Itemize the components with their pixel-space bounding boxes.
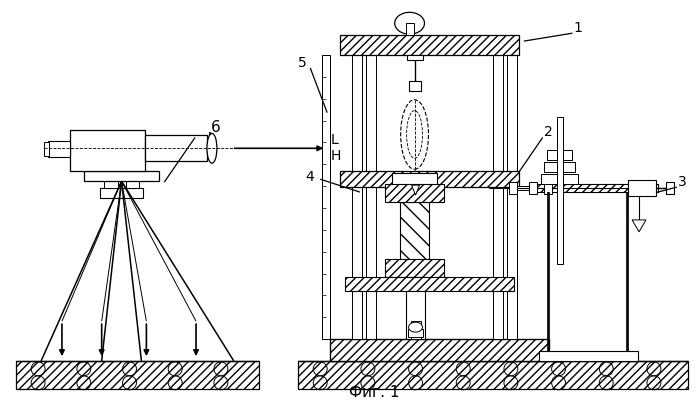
Bar — [410, 321, 421, 339]
Bar — [541, 174, 579, 184]
Bar — [547, 150, 572, 160]
Bar — [666, 182, 674, 194]
Text: 4: 4 — [305, 170, 314, 184]
Text: 1: 1 — [573, 21, 582, 35]
Bar — [528, 184, 658, 192]
Bar — [384, 259, 445, 276]
Bar — [126, 181, 139, 188]
Bar — [366, 55, 376, 339]
Bar — [539, 351, 638, 361]
Bar — [44, 143, 49, 156]
Bar — [48, 141, 70, 157]
Bar — [391, 173, 438, 185]
Bar — [405, 23, 414, 35]
Bar — [298, 361, 688, 389]
Bar — [493, 55, 503, 339]
Text: L: L — [331, 133, 339, 147]
Bar — [509, 186, 528, 190]
Text: 6: 6 — [211, 120, 221, 135]
Bar — [340, 171, 519, 187]
Bar — [409, 81, 421, 91]
Bar — [384, 184, 445, 202]
Bar — [322, 55, 330, 339]
Text: Фиг. 1: Фиг. 1 — [349, 385, 400, 400]
Bar — [340, 35, 519, 55]
Bar — [556, 117, 563, 264]
Ellipse shape — [401, 100, 428, 169]
Bar — [507, 55, 517, 339]
Polygon shape — [632, 220, 646, 232]
Bar — [352, 55, 362, 339]
Text: H: H — [331, 149, 342, 163]
Bar — [70, 129, 145, 171]
Ellipse shape — [395, 12, 424, 34]
Text: 5: 5 — [298, 56, 307, 70]
Ellipse shape — [207, 133, 217, 163]
Bar — [100, 188, 143, 198]
Text: 3: 3 — [678, 175, 686, 189]
Bar — [330, 339, 549, 361]
Bar — [103, 181, 117, 188]
Text: 2: 2 — [544, 126, 552, 140]
Bar — [84, 171, 159, 181]
Bar — [544, 182, 552, 194]
Bar — [628, 180, 656, 196]
Bar — [145, 136, 207, 161]
Bar — [544, 162, 575, 172]
Bar — [345, 276, 514, 291]
Bar — [407, 55, 422, 60]
Ellipse shape — [409, 322, 422, 332]
Bar — [16, 361, 259, 389]
Bar — [400, 202, 429, 262]
Bar — [528, 182, 537, 194]
Ellipse shape — [407, 111, 422, 158]
Bar — [405, 291, 426, 339]
Polygon shape — [412, 185, 419, 195]
Bar — [408, 329, 424, 337]
Bar — [509, 182, 517, 194]
